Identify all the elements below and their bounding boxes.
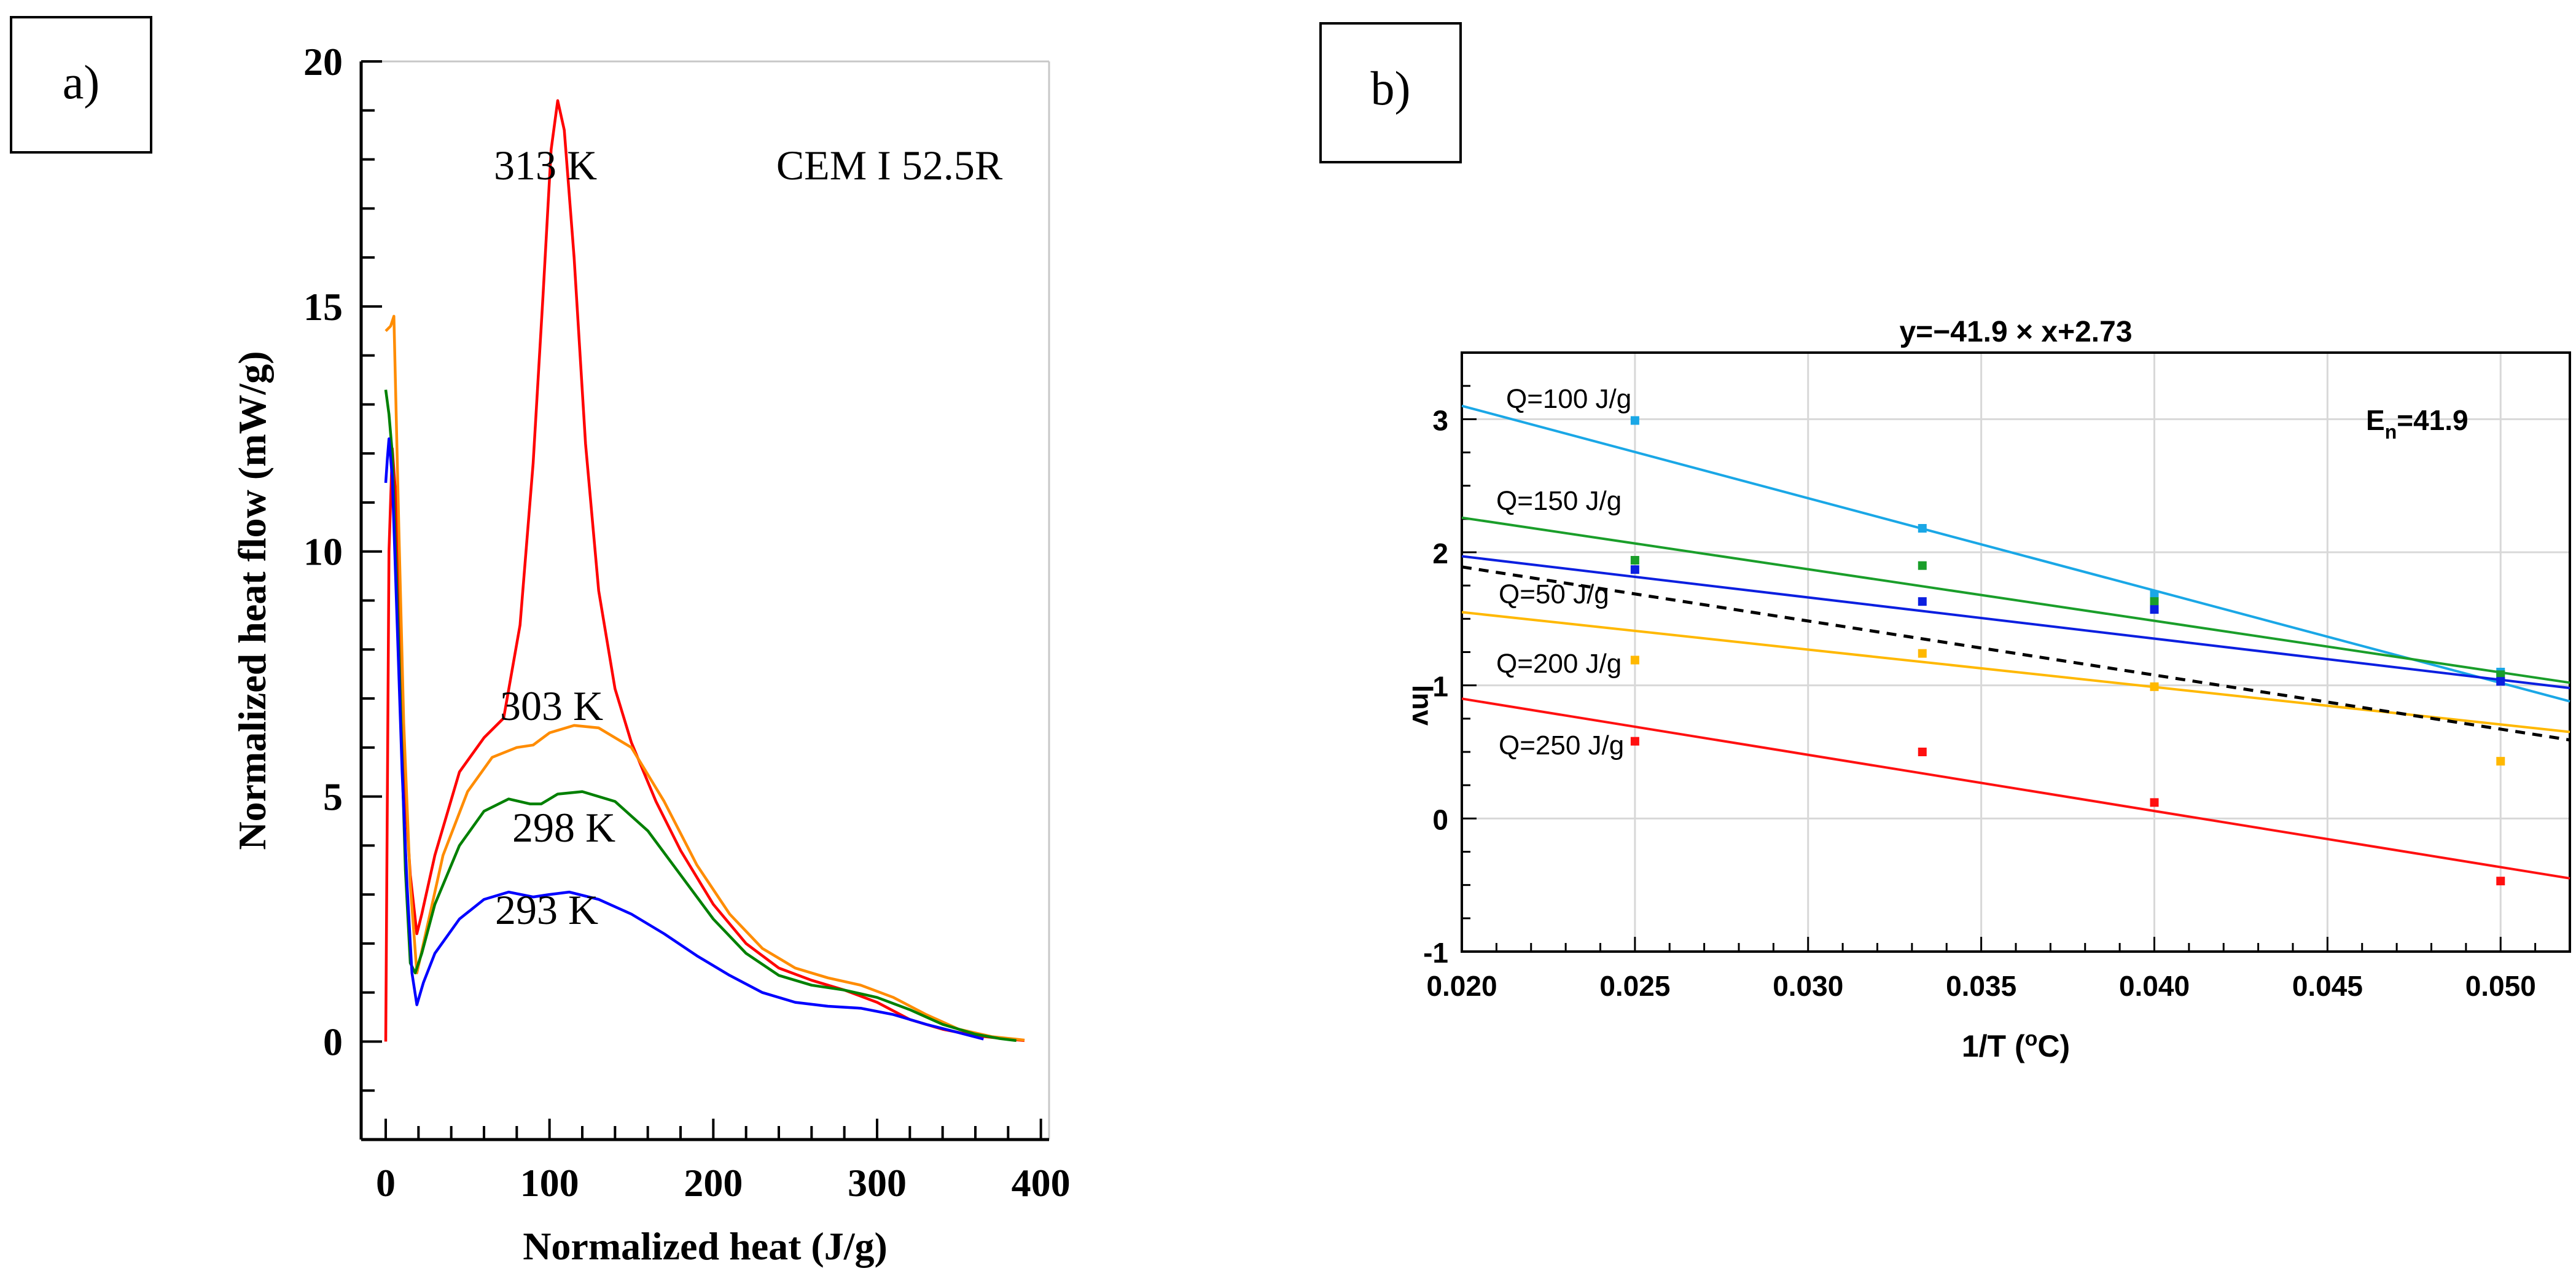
chart-b-series-label: Q=200 J/g <box>1496 649 1622 679</box>
chart-a-frame <box>359 60 1050 1141</box>
chart-a-y-tick-label: 10 <box>303 530 343 574</box>
chart-b-point-q-50-j-g <box>1630 565 1639 574</box>
chart-a-series <box>384 99 1025 1042</box>
chart-b-x-tick-label: 0.020 <box>1426 970 1497 1002</box>
chart-b-point-q-200-j-g <box>1918 649 1927 658</box>
chart-b-point-q-150-j-g <box>2496 670 2505 679</box>
panel-b-label: b) <box>1371 61 1411 115</box>
chart-a-x-tick-label: 0 <box>376 1161 396 1205</box>
chart-a-series-303-k <box>384 315 1025 1042</box>
chart-b-text: 0.020 0.025 0.030 0.035 0.040 0.045 0.050 -1 0 1 2… <box>1407 316 2536 1063</box>
panel-b-label-box <box>1319 22 1462 163</box>
chart-a-y-tick-label: 0 <box>323 1020 343 1063</box>
chart-b-y-tick-label: 3 <box>1432 404 1448 436</box>
chart-b-point-q-200-j-g <box>1630 655 1639 665</box>
chart-b-x-tick-label: 0.040 <box>2119 970 2190 1002</box>
chart-b-point-q-50-j-g <box>2496 677 2505 686</box>
chart-b-point-q-250-j-g <box>1918 748 1927 756</box>
chart-b: 0.020 0.025 0.030 0.035 0.040 0.045 0.050 -1 0 1 2… <box>1407 316 2571 1063</box>
chart-b-frame <box>1461 351 2571 953</box>
chart-a-series-label: 313 K <box>494 142 597 189</box>
chart-b-grid <box>1462 353 2570 952</box>
chart-b-x-tick-label: 0.045 <box>2292 970 2363 1002</box>
chart-b-fit-line-q-50-j-g <box>1461 555 2570 689</box>
chart-b-series-label: Q=50 J/g <box>1499 579 1609 609</box>
chart-b-point-q-50-j-g <box>1918 597 1927 606</box>
chart-b-point-q-250-j-g <box>2496 877 2505 886</box>
chart-b-point-q-150-j-g <box>1630 556 1639 565</box>
chart-b-y-tick-label: 2 <box>1432 538 1448 569</box>
chart-b-series <box>1461 404 2570 886</box>
panel-a-label: a) <box>63 55 100 109</box>
chart-b-point-q-200-j-g <box>2496 757 2505 766</box>
chart-a-ticks <box>361 60 1042 1141</box>
chart-b-fit-line-q-150-j-g <box>1461 516 2570 684</box>
chart-a-series-label: 298 K <box>512 804 615 851</box>
chart-b-x-tick-label: 0.025 <box>1599 970 1670 1002</box>
chart-b-series-label: Q=150 J/g <box>1496 486 1622 516</box>
chart-b-title: y=−41.9 × x+2.73 <box>1899 316 2132 348</box>
chart-a-series-label: 303 K <box>500 683 603 729</box>
chart-b-fit-line-q-100-j-g <box>1461 404 2570 703</box>
chart-a-y-tick-label: 15 <box>303 285 343 329</box>
chart-b-point-q-100-j-g <box>1918 524 1927 533</box>
chart-b-y-label: lnv <box>1407 685 1438 726</box>
chart-b-point-q-200-j-g <box>2150 682 2159 691</box>
chart-b-x-tick-label: 0.030 <box>1773 970 1843 1002</box>
chart-a-x-tick-label: 400 <box>1012 1161 1071 1205</box>
chart-b-fit-line-average <box>1461 565 2570 741</box>
chart-a-x-tick-label: 100 <box>520 1161 579 1205</box>
chart-a-y-tick-label: 20 <box>303 40 343 84</box>
chart-b-ticks <box>1461 351 2571 953</box>
chart-b-point-q-250-j-g <box>2150 798 2159 807</box>
chart-a-series-293-k <box>384 437 984 1041</box>
chart-b-point-q-100-j-g <box>1630 416 1639 425</box>
chart-b-series-label: Q=250 J/g <box>1499 730 1624 761</box>
chart-a-x-tick-label: 300 <box>848 1161 907 1205</box>
chart-a-x-label: Normalized heat (J/g) <box>523 1224 888 1268</box>
chart-b-fit-line-q-250-j-g <box>1461 697 2570 880</box>
chart-a-annotation: CEM I 52.5R <box>776 142 1003 189</box>
chart-a-series-298-k <box>384 389 1017 1042</box>
chart-b-point-q-150-j-g <box>1918 561 1927 570</box>
chart-b-y-tick-label: 1 <box>1432 671 1448 703</box>
chart-b-point-q-100-j-g <box>2150 590 2159 600</box>
chart-a-y-tick-label: 5 <box>323 775 343 819</box>
chart-a-series-label: 293 K <box>495 886 598 933</box>
chart-b-y-tick-label: -1 <box>1423 937 1448 969</box>
chart-b-point-q-250-j-g <box>1630 737 1639 746</box>
panel-a-label-box <box>10 16 152 154</box>
chart-a-x-tick-label: 200 <box>684 1161 743 1205</box>
chart-b-point-q-150-j-g <box>2150 597 2159 606</box>
chart-b-point-q-50-j-g <box>2150 605 2159 614</box>
chart-b-frame-box <box>1461 351 2571 953</box>
chart-b-series-label: Q=100 J/g <box>1506 384 1631 414</box>
chart-b-annotation: En=41.9 <box>2366 404 2469 443</box>
chart-b-y-tick-label: 0 <box>1432 804 1448 835</box>
chart-a-y-label: Normalized heat flow (mW/g) <box>230 351 274 850</box>
chart-b-x-tick-label: 0.035 <box>1946 970 2016 1002</box>
chart-b-x-tick-label: 0.050 <box>2465 970 2536 1002</box>
chart-b-x-label: 1/T (oC) <box>1962 1027 2070 1063</box>
